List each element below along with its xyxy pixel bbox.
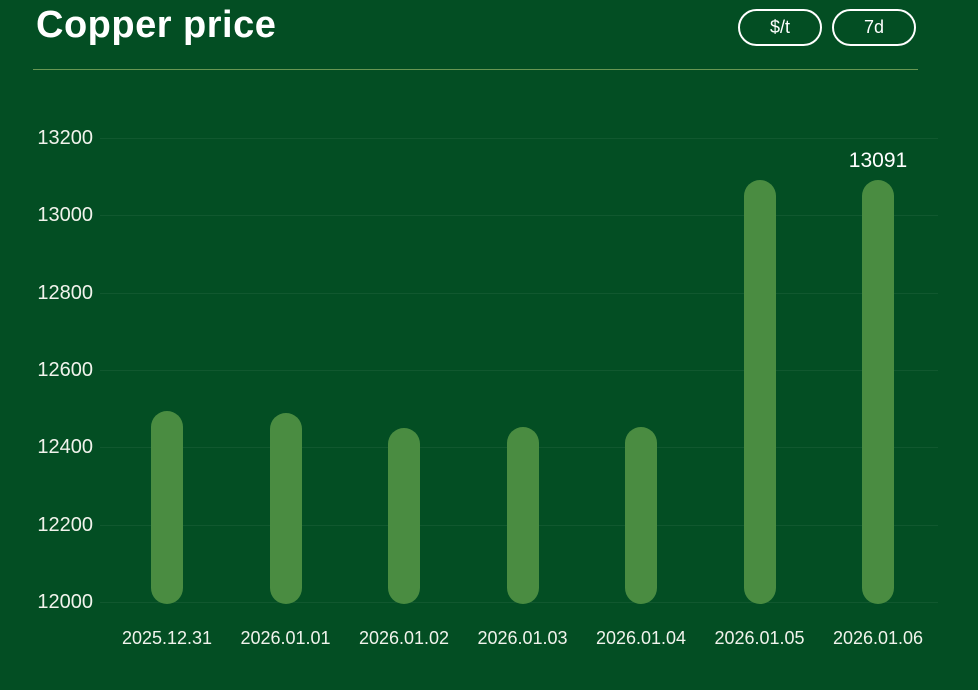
x-axis-tick-label: 2025.12.31	[121, 628, 213, 648]
y-axis-tick-label: 12000	[37, 591, 93, 613]
page-title: Copper price	[36, 4, 277, 46]
gridline	[100, 370, 938, 371]
value-label: 13091	[848, 149, 908, 173]
x-axis-tick-label: 2026.01.01	[240, 628, 331, 648]
x-axis-tick-label: 2026.01.02	[358, 628, 450, 648]
bar[interactable]	[625, 427, 657, 604]
y-axis-tick-label: 12200	[37, 513, 93, 536]
gridline	[100, 292, 938, 294]
bar[interactable]	[151, 410, 183, 604]
bar[interactable]	[388, 428, 420, 604]
time-range-button[interactable]: 7d	[832, 9, 916, 46]
x-axis-tick-label: 2026.01.06	[832, 628, 924, 648]
chart-controls: $/t 7d	[738, 9, 916, 46]
x-axis-tick-label: 2026.01.05	[714, 628, 805, 648]
y-axis-tick-label: 13200	[37, 127, 93, 149]
gridline	[100, 138, 938, 139]
bar[interactable]	[862, 180, 894, 604]
y-axis-tick-label: 12600	[37, 359, 93, 381]
bar[interactable]	[269, 412, 302, 604]
header-divider	[33, 69, 918, 70]
x-axis-tick-label: 2026.01.04	[595, 628, 687, 648]
y-axis-tick-label: 12400	[37, 436, 93, 459]
unit-toggle-button[interactable]: $/t	[738, 9, 822, 46]
gridline	[100, 215, 938, 217]
x-axis-tick-label: 2026.01.03	[477, 628, 568, 648]
y-axis-tick-label: 13000	[37, 204, 93, 227]
y-axis-tick-label: 12800	[37, 281, 93, 304]
bar[interactable]	[506, 427, 539, 604]
bar[interactable]	[743, 179, 776, 604]
